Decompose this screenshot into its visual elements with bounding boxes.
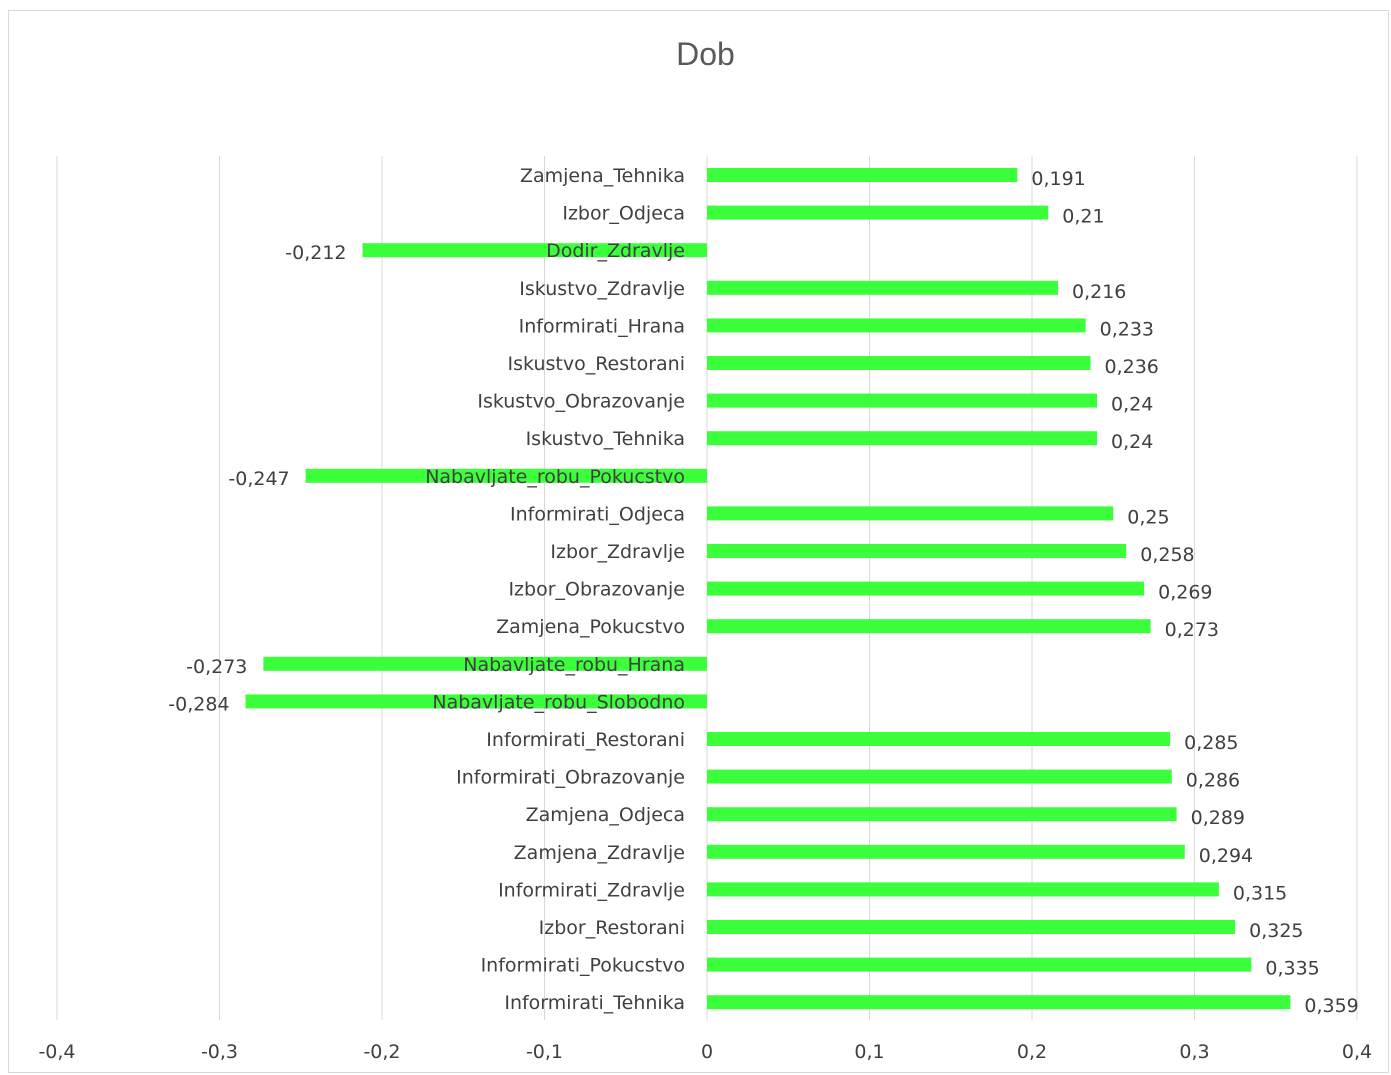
- category-label: Informirati_Pokucstvo: [481, 955, 685, 977]
- bar: [707, 619, 1151, 634]
- category-label: Zamjena_Zdravlje: [514, 842, 685, 864]
- bar: [707, 732, 1171, 746]
- bar: [707, 544, 1127, 558]
- data-label: 0,285: [1184, 732, 1238, 754]
- data-label: 0,315: [1233, 882, 1287, 904]
- chart-title: Dob: [676, 36, 735, 72]
- x-tick-label: 0,1: [854, 1041, 884, 1063]
- category-label: Informirati_Restorani: [486, 729, 685, 751]
- bar: [707, 882, 1219, 897]
- category-label: Informirati_Tehnika: [504, 992, 685, 1014]
- category-label: Izbor_Zdravlje: [550, 541, 685, 563]
- data-label: -0,284: [168, 693, 229, 715]
- data-label: 0,25: [1127, 506, 1169, 528]
- data-label: 0,216: [1072, 281, 1126, 303]
- data-label: 0,335: [1265, 958, 1319, 980]
- x-tick-label: -0,4: [38, 1041, 75, 1063]
- bar: [707, 995, 1291, 1010]
- bar: [362, 243, 707, 258]
- data-label: 0,24: [1111, 394, 1153, 416]
- bar: [707, 280, 1058, 295]
- category-label: Dodir_Zdravlje: [546, 240, 685, 262]
- bar: [707, 205, 1049, 220]
- bar: [245, 694, 707, 709]
- data-label: 0,294: [1199, 845, 1253, 867]
- bar: [707, 920, 1236, 934]
- bar: [263, 656, 707, 671]
- category-label: Zamjena_Odjeca: [526, 804, 685, 826]
- x-tick-label: 0,2: [1017, 1041, 1047, 1063]
- category-label: Iskustvo_Obrazovanje: [477, 391, 685, 413]
- data-label: 0,24: [1111, 431, 1153, 453]
- category-label: Zamjena_Pokucstvo: [496, 616, 685, 638]
- bar: [707, 581, 1145, 596]
- x-tick-label: -0,2: [363, 1041, 400, 1063]
- bar: [305, 468, 707, 483]
- data-label: 0,233: [1100, 318, 1154, 340]
- bar: [707, 393, 1097, 408]
- data-label: 0,191: [1031, 168, 1085, 190]
- category-label: Iskustvo_Zdravlje: [519, 278, 685, 300]
- category-label: Nabavljate_robu_Pokucstvo: [425, 466, 685, 488]
- bar: [707, 807, 1177, 822]
- data-label: -0,273: [186, 656, 247, 678]
- data-label: -0,212: [285, 242, 346, 264]
- bar: [707, 506, 1114, 521]
- category-label: Zamjena_Tehnika: [520, 165, 685, 187]
- category-label: Informirati_Obrazovanje: [456, 767, 685, 789]
- bar: [707, 844, 1185, 859]
- bar: [707, 769, 1172, 784]
- data-label: -0,247: [228, 468, 289, 490]
- x-tick-label: -0,1: [526, 1041, 563, 1063]
- bar: [707, 431, 1097, 446]
- category-label: Nabavljate_robu_Hrana: [463, 654, 685, 676]
- category-label: Iskustvo_Restorani: [508, 353, 685, 375]
- data-label: 0,286: [1186, 770, 1240, 792]
- category-label: Izbor_Obrazovanje: [508, 579, 685, 601]
- x-tick-label: 0,4: [1342, 1041, 1372, 1063]
- category-label: Informirati_Odjeca: [510, 503, 685, 525]
- category-label: Nabavljate_robu_Slobodno: [432, 691, 685, 713]
- x-tick-label: 0: [701, 1041, 713, 1063]
- data-label: 0,21: [1062, 206, 1104, 228]
- category-label: Informirati_Zdravlje: [498, 879, 685, 901]
- x-tick-label: 0,3: [1179, 1041, 1209, 1063]
- bar: [707, 356, 1091, 370]
- data-label: 0,236: [1105, 356, 1159, 378]
- category-label: Informirati_Hrana: [519, 315, 685, 337]
- data-label: 0,273: [1165, 619, 1219, 641]
- data-label: 0,269: [1158, 582, 1212, 604]
- bar: [707, 168, 1018, 182]
- category-label: Iskustvo_Tehnika: [526, 428, 685, 450]
- category-label: Izbor_Odjeca: [562, 203, 685, 225]
- data-label: 0,359: [1304, 995, 1358, 1017]
- x-tick-label: -0,3: [201, 1041, 238, 1063]
- bar: [707, 957, 1252, 972]
- bar: [707, 318, 1086, 333]
- data-label: 0,289: [1191, 807, 1245, 829]
- data-label: 0,325: [1249, 920, 1303, 942]
- data-label: 0,258: [1140, 544, 1194, 566]
- category-label: Izbor_Restorani: [539, 917, 685, 939]
